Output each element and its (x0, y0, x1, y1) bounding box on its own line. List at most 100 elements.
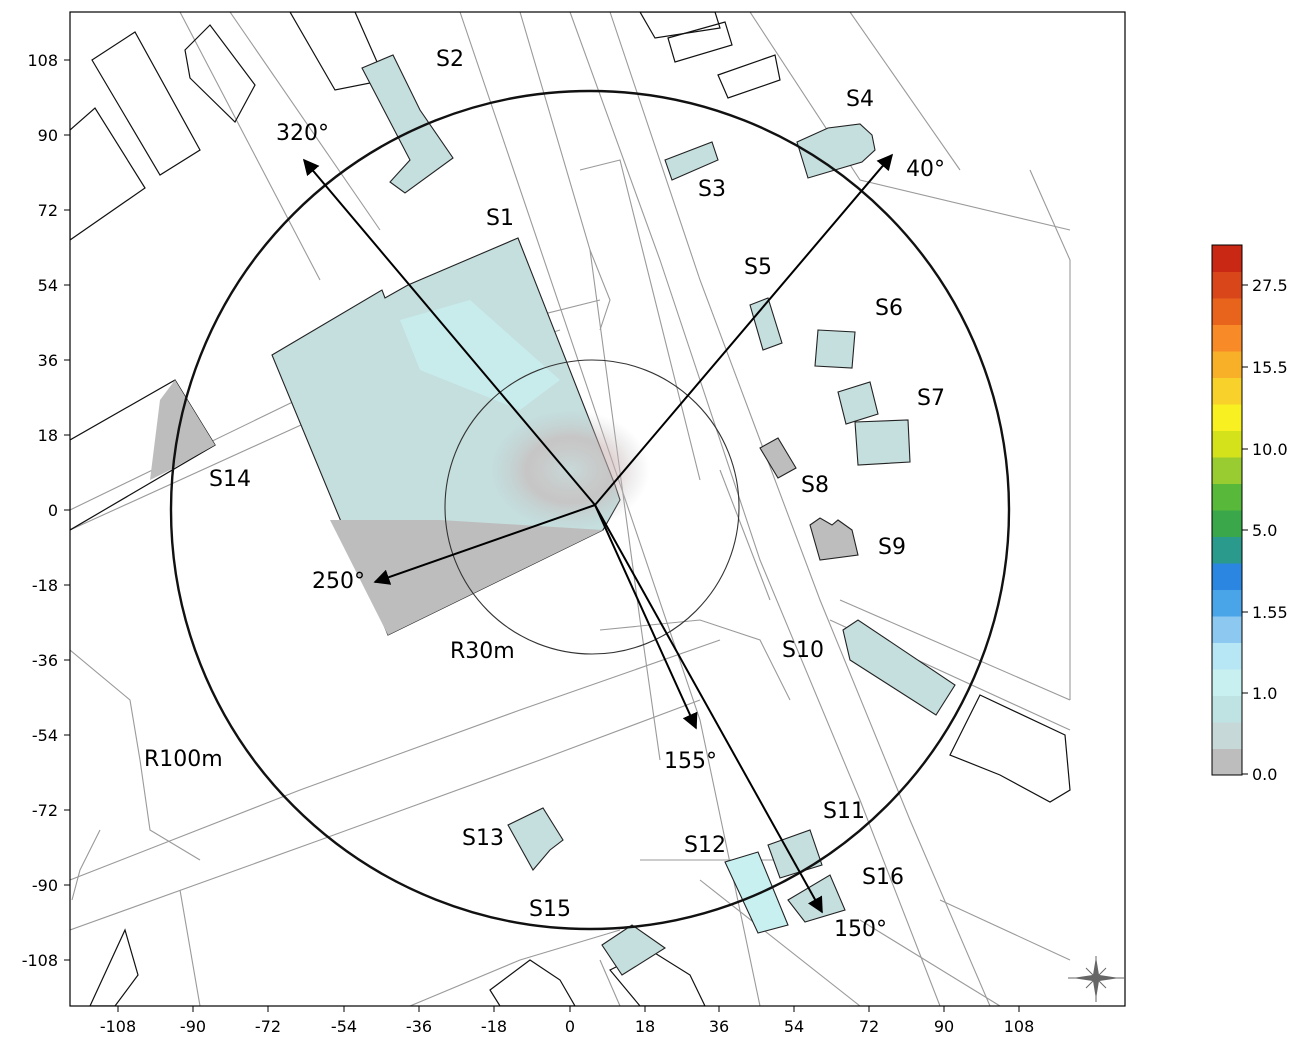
label-dir-150: 150° (834, 917, 887, 942)
wind-field-shading (490, 410, 650, 530)
colorbar-segment (1212, 642, 1242, 670)
x-tick-label: -72 (255, 1017, 281, 1036)
colorbar-segment (1212, 483, 1242, 511)
inner-radius-circle (444, 359, 740, 655)
x-axis: -108 -90 -72 -54 -36 -18 0 18 36 54 72 9… (100, 1006, 1034, 1036)
colorbar-segment (1212, 271, 1242, 299)
y-tick-label: 90 (38, 126, 58, 145)
building-s5 (749, 297, 783, 351)
building-s8 (759, 437, 797, 479)
colorbar-segment (1212, 695, 1242, 723)
building-labels: S1 S2 S3 S4 S5 S6 S7 S8 S9 S10 S11 S12 S… (209, 47, 945, 922)
x-tick-label: 36 (709, 1017, 729, 1036)
x-tick-label: 108 (1004, 1017, 1035, 1036)
label-s8: S8 (801, 473, 829, 498)
y-tick-label: 54 (38, 276, 58, 295)
colorbar-segment (1212, 298, 1242, 325)
label-dir-155: 155° (664, 749, 717, 774)
building-s15 (601, 924, 666, 976)
colorbar-segment (1212, 430, 1242, 458)
colorbar-tick-label: 15.5 (1252, 358, 1288, 377)
label-s6: S6 (875, 296, 903, 321)
y-tick-label: -90 (32, 876, 58, 895)
building-s12 (724, 851, 789, 934)
colorbar-tick-label: 5.0 (1252, 521, 1277, 540)
label-s14: S14 (209, 467, 251, 492)
label-s5: S5 (744, 255, 772, 280)
building-s1-lower-shade (330, 520, 603, 635)
x-tick-label: 90 (934, 1017, 954, 1036)
label-s13: S13 (462, 826, 504, 851)
x-tick-label: -90 (180, 1017, 206, 1036)
colorbar-segment (1212, 669, 1242, 696)
label-s7: S7 (917, 386, 945, 411)
colorbar-frame (1211, 244, 1243, 776)
building-s4 (796, 123, 876, 179)
label-s11: S11 (823, 799, 865, 824)
colorbar-segment (1212, 510, 1242, 537)
colorbar-segment (1212, 324, 1242, 352)
colorbar-segment (1212, 563, 1242, 590)
map-layer (70, 12, 1124, 1006)
colorbar-segment (1212, 589, 1242, 617)
building-s7a (837, 381, 879, 425)
x-tick-label: -108 (100, 1017, 136, 1036)
y-tick-label: 18 (38, 426, 58, 445)
colorbar-segment (1212, 748, 1242, 776)
label-dir-40: 40° (906, 157, 945, 182)
y-tick-label: -54 (32, 726, 58, 745)
x-tick-label: 54 (784, 1017, 804, 1036)
plot-frame (69, 11, 1126, 1007)
y-tick-label: -108 (22, 951, 58, 970)
label-r30m: R30m (450, 639, 515, 664)
label-s10: S10 (782, 638, 824, 663)
colorbar: 27.5 15.5 10.0 5.0 1.55 1.0 0.0 (1211, 244, 1288, 784)
colorbar-segment (1212, 351, 1242, 378)
label-s2: S2 (436, 47, 464, 72)
building-s11 (767, 829, 823, 879)
colorbar-segment (1212, 457, 1242, 484)
wind-channel-light (400, 300, 560, 410)
direction-arrows (302, 153, 894, 914)
label-dir-320: 320° (276, 121, 329, 146)
x-tick-label: 0 (565, 1017, 575, 1036)
radius-labels: R30m R100m (144, 639, 515, 772)
building-s3 (664, 141, 719, 181)
compass-rose-icon (1068, 956, 1124, 1002)
colorbar-tick-label: 0.0 (1252, 765, 1277, 784)
label-s15: S15 (529, 897, 571, 922)
y-tick-label: -72 (32, 801, 58, 820)
colorbar-segment (1212, 404, 1242, 431)
colorbar-tick-label: 1.55 (1252, 603, 1288, 622)
y-tick-label: -18 (32, 576, 58, 595)
colorbar-segments (1212, 245, 1242, 776)
label-dir-250: 250° (312, 569, 365, 594)
building-s2 (361, 54, 454, 194)
building-s13 (507, 807, 564, 871)
building-s10 (842, 619, 956, 716)
label-s12: S12 (684, 833, 726, 858)
y-tick-label: 108 (27, 51, 58, 70)
arrow-250 (373, 504, 596, 585)
building-s14 (150, 380, 215, 480)
y-tick-label: 36 (38, 351, 58, 370)
building-s9 (809, 517, 859, 561)
colorbar-segment (1212, 536, 1242, 564)
colorbar-segment (1212, 245, 1242, 272)
colorbar-tick-label: 27.5 (1252, 276, 1288, 295)
y-tick-label: 72 (38, 201, 58, 220)
x-tick-label: -54 (331, 1017, 357, 1036)
x-tick-label: 72 (859, 1017, 879, 1036)
x-tick-label: -18 (481, 1017, 507, 1036)
label-s16: S16 (862, 865, 904, 890)
label-s3: S3 (698, 177, 726, 202)
y-tick-label: -36 (32, 651, 58, 670)
colorbar-segment (1212, 722, 1242, 749)
outer-radius-circle (169, 89, 1011, 931)
colorbar-tick-label: 10.0 (1252, 440, 1288, 459)
label-s9: S9 (878, 535, 906, 560)
arrow-155 (594, 504, 698, 730)
building-s6 (814, 329, 856, 369)
arrow-40 (594, 153, 894, 506)
x-tick-label: 18 (635, 1017, 655, 1036)
